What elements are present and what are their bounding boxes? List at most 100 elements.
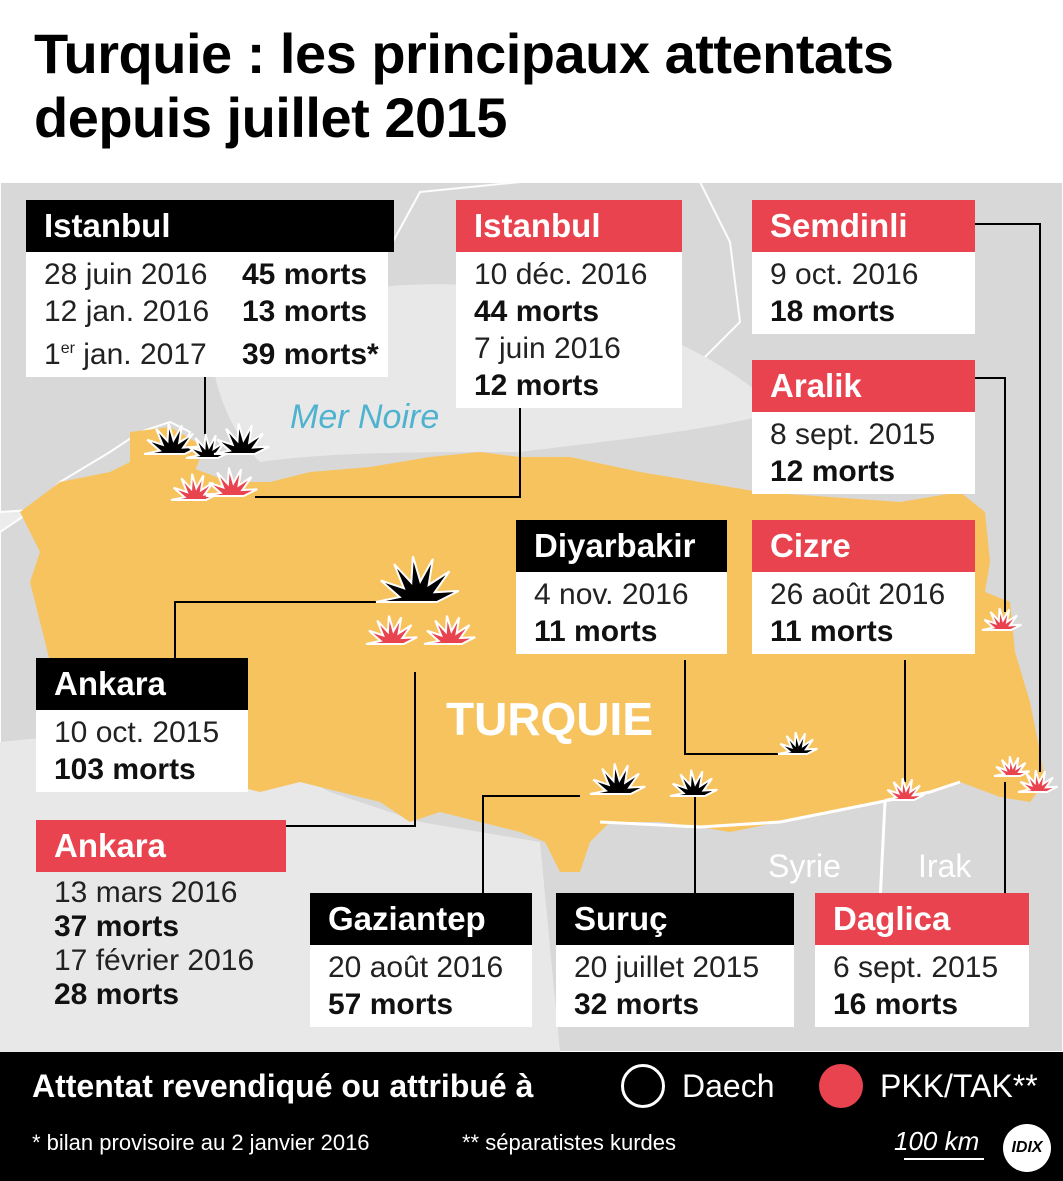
date-suffix: jan. 2017 [74,338,207,371]
card-body: 20 juillet 2015 32 morts [556,945,794,1027]
card-header: Ankara [36,820,286,872]
daech-marker-suruc [669,769,718,797]
event-toll-value: 32 morts [574,988,700,1021]
legend-title: Attentat revendiqué ou attribué à [32,1068,534,1104]
event-toll: 103 morts [54,751,230,788]
event-date: 4 nov. 2016 [534,578,689,611]
event-date: 6 sept. 2015 [833,951,999,984]
connector-lines [174,223,1041,894]
event-date: 1er jan. 2017 [44,330,242,373]
idix-logo: IDIX [1003,1124,1051,1172]
event-date: 28 juin 2016 [44,258,208,291]
card-header: Ankara [36,658,248,710]
country-label: TURQUIE [446,693,653,745]
event-toll: 18 morts [770,293,957,330]
event-toll-value: 11 morts [770,615,894,648]
card-header: Suruç [556,893,794,945]
card-cizre: Cizre 26 août 2016 11 morts [752,520,975,654]
event-date: 7 juin 2016 [474,332,621,365]
footnote-provisional: * bilan provisoire au 2 janvier 2016 [32,1130,370,1155]
pkk-marker-ankara-2 [423,615,476,645]
event-toll: 16 morts [833,986,1011,1023]
event-line: 1er jan. 2017 39 morts* [44,330,379,373]
card-istanbul-daech: Istanbul 28 juin 2016 45 morts 12 jan. 20… [26,200,394,377]
event-toll: 12 morts [770,453,957,490]
event-toll-value: 18 morts [770,295,896,328]
daech-marker-diyarbakir [777,731,818,755]
event-toll-value: 103 morts [54,753,196,786]
event-toll: 12 morts [474,367,664,404]
footnote-kurdish: ** séparatistes kurdes [462,1130,676,1155]
legend: Attentat revendiqué ou attribué à Daech … [0,1052,1063,1181]
event-toll-value: 57 morts [328,988,454,1021]
card-body: 13 mars 2016 37 morts 17 février 2016 28… [36,872,286,1016]
event-toll-value: 12 morts [770,455,896,488]
date-prefix: 1 [44,338,61,371]
event-toll: 44 morts [474,293,664,330]
card-header: Istanbul [456,200,682,252]
card-body: 26 août 2016 11 morts [752,572,975,654]
page-title: Turquie : les principaux attentats depui… [34,22,894,149]
sea-label: Mer Noire [290,398,440,436]
pkk-marker-aralik [981,607,1022,631]
card-ankara-daech: Ankara 10 oct. 2015 103 morts [36,658,248,792]
event-toll-value: 16 morts [833,988,959,1021]
event-date: 8 sept. 2015 [770,418,936,451]
event-toll: 45 morts [242,258,368,291]
card-body: 10 déc. 2016 44 morts 7 juin 2016 12 mor… [456,252,682,408]
pkk-marker-daglica [993,756,1030,777]
legend-pkk-label: PKK/TAK** [880,1068,1038,1104]
card-body: 10 oct. 2015 103 morts [36,710,248,792]
daech-marker-istanbul-3 [213,423,270,455]
event-date: 13 mars 2016 [54,876,238,909]
event-line: 12 jan. 2016 13 morts [44,293,370,330]
event-toll-value: 28 morts [54,978,180,1011]
event-toll-value: 11 morts [534,615,658,648]
event-date: 26 août 2016 [770,578,946,611]
scale-label: 100 km [894,1126,980,1156]
event-toll: 13 morts [242,295,368,328]
pkk-marker-cizre [884,777,925,801]
event-toll: 57 morts [328,986,514,1023]
card-diyarbakir: Diyarbakir 4 nov. 2016 11 morts [516,520,727,654]
card-daglica: Daglica 6 sept. 2015 16 morts [815,893,1029,1027]
event-toll-value: 44 morts [474,295,600,328]
scale-bar [904,1158,984,1160]
pkk-marker-istanbul-2 [205,467,258,497]
neighbor-label-syria: Syrie [768,848,841,884]
event-toll: 11 morts [534,613,709,650]
daech-marker-istanbul-1 [143,423,200,455]
card-header: Cizre [752,520,975,572]
event-toll: 39 morts* [242,338,379,371]
card-header: Daglica [815,893,1029,945]
card-body: 8 sept. 2015 12 morts [752,412,975,494]
event-date: 10 déc. 2016 [474,258,648,291]
event-toll-value: 37 morts [54,910,180,943]
card-body: 6 sept. 2015 16 morts [815,945,1029,1027]
event-toll: 11 morts [770,613,957,650]
card-header: Diyarbakir [516,520,727,572]
card-body: 9 oct. 2016 18 morts [752,252,975,334]
iraq-syria-border [878,801,887,903]
daech-marker-ankara [375,555,460,603]
event-toll-value: 12 morts [474,369,600,402]
event-date: 17 février 2016 [54,944,255,977]
card-header: Gaziantep [310,893,532,945]
event-date: 9 oct. 2016 [770,258,919,291]
card-body: 4 nov. 2016 11 morts [516,572,727,654]
card-header: Istanbul [26,200,394,252]
syria-border [599,780,961,829]
event-date: 10 oct. 2015 [54,716,220,749]
event-toll: 37 morts [54,910,268,944]
card-header: Semdinli [752,200,975,252]
event-toll: 28 morts [54,978,268,1012]
card-body: 20 août 2016 57 morts [310,945,532,1027]
date-superscript: er [60,340,75,357]
daech-circle-icon [621,1064,665,1108]
card-istanbul-pkk: Istanbul 10 déc. 2016 44 morts 7 juin 20… [456,200,682,408]
event-date: 12 jan. 2016 [44,295,210,328]
card-header: Aralik [752,360,975,412]
pkk-circle-icon [819,1064,863,1108]
card-aralik: Aralik 8 sept. 2015 12 morts [752,360,975,494]
event-date: 20 juillet 2015 [574,951,760,984]
